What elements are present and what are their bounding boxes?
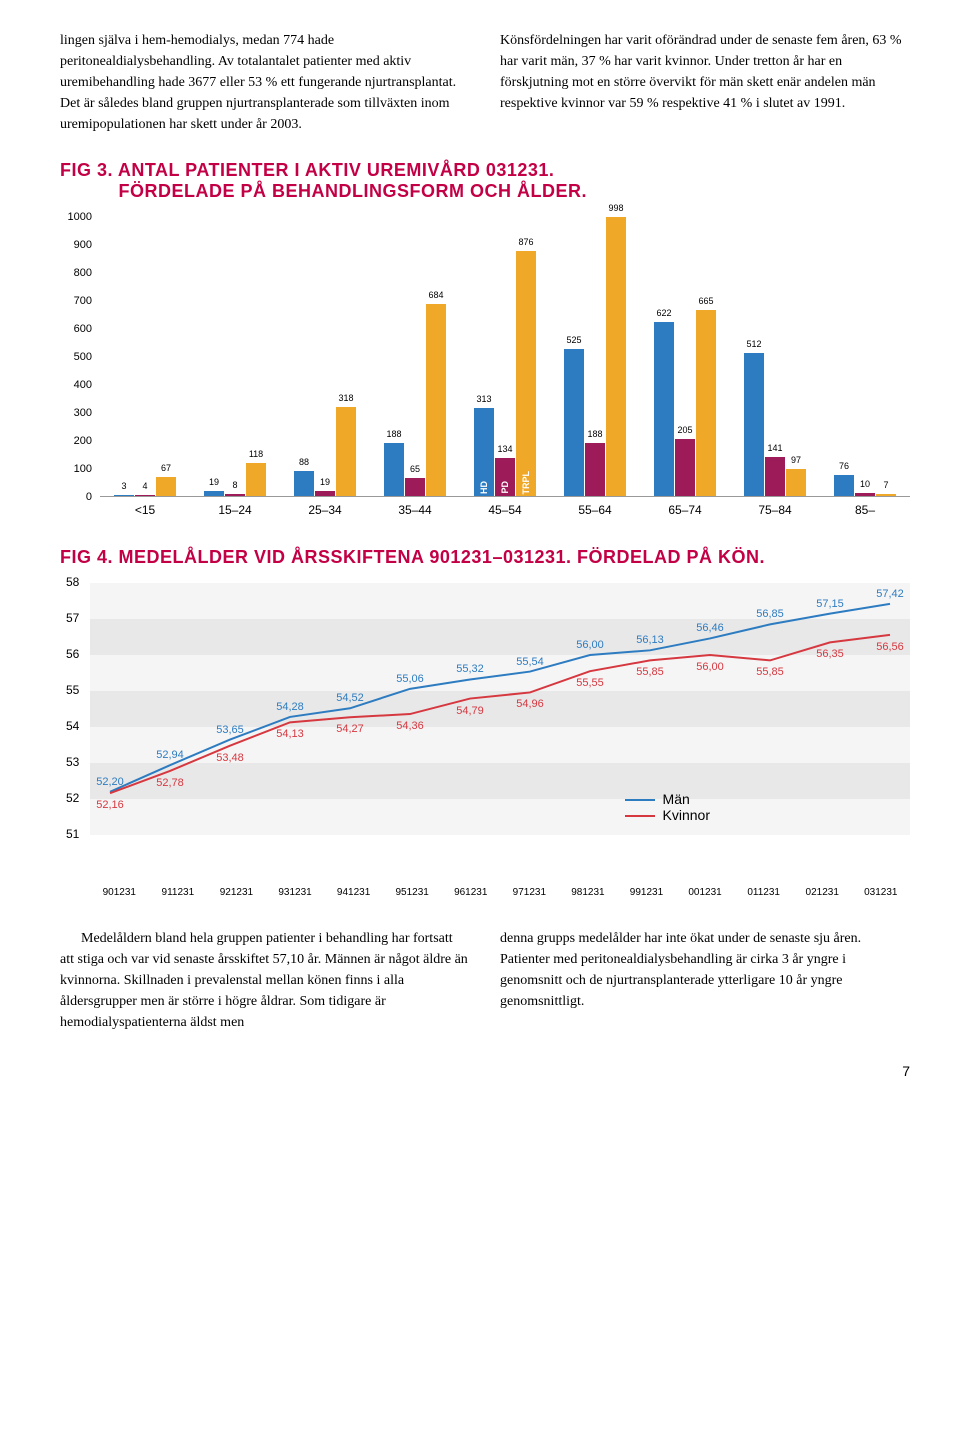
fig4-title: FIG 4. MEDELÅLDER VID ÅRSSKIFTENA 901231… <box>60 547 910 568</box>
fig4-line: MEDELÅLDER VID ÅRSSKIFTENA 901231–031231… <box>119 547 765 567</box>
fig3-x-axis: <1515–2425–3435–4445–5455–6465–7475–8485… <box>100 503 910 517</box>
intro-paragraphs: lingen själva i hem-hemodialys, medan 77… <box>60 30 910 135</box>
fig4-plot: 52535455565758 Män Kvinnor 5152,2052,945… <box>90 583 910 883</box>
fig3-title: FIG 3. ANTAL PATIENTER I AKTIV UREMIVÅRD… <box>60 160 910 202</box>
page-number: 7 <box>60 1063 910 1079</box>
bottom-paragraphs: Medelåldern bland hela gruppen patienter… <box>60 928 910 1033</box>
legend-kvin-label: Kvinnor <box>663 807 710 823</box>
legend-man-line <box>625 799 655 801</box>
fig3-prefix: FIG 3. <box>60 160 113 180</box>
bottom-left: Medelåldern bland hela gruppen patienter… <box>60 928 470 1033</box>
fig4-x-axis: 9012319112319212319312319412319512319612… <box>90 887 910 898</box>
intro-left: lingen själva i hem-hemodialys, medan 77… <box>60 30 470 135</box>
fig4-chart: 52535455565758 Män Kvinnor 5152,2052,945… <box>60 583 910 898</box>
fig3-line1: ANTAL PATIENTER I AKTIV UREMIVÅRD 031231… <box>118 160 555 180</box>
bottom-right: denna grupps medelålder har inte ökat un… <box>500 928 910 1033</box>
fig4-legend: Män Kvinnor <box>625 791 710 823</box>
fig4-svg <box>90 583 910 883</box>
fig4-prefix: FIG 4. <box>60 547 113 567</box>
fig3-chart: 01002003004005006007008009001000 3467198… <box>60 217 910 517</box>
legend-man-label: Män <box>663 791 690 807</box>
fig3-y-axis: 01002003004005006007008009001000 <box>60 217 100 497</box>
fig3-bars: 3467198118881931818865684313HD134PD876TR… <box>100 217 910 497</box>
intro-right: Könsfördelningen har varit oförändrad un… <box>500 30 910 135</box>
fig3-line2: FÖRDELADE PÅ BEHANDLINGSFORM OCH ÅLDER. <box>119 181 588 201</box>
legend-kvin-line <box>625 815 655 817</box>
